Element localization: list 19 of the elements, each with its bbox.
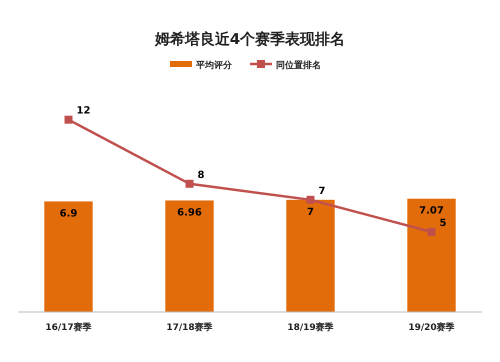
data-label: 6.96 <box>177 207 202 218</box>
x-tick-label: 16/17赛季 <box>45 322 93 333</box>
point <box>186 180 194 188</box>
data-label: 7.07 <box>419 206 444 217</box>
data-label: 7 <box>318 186 326 197</box>
legend-label: 同位置排名 <box>276 60 321 71</box>
x-tick-label: 18/19赛季 <box>287 322 335 333</box>
chart-title: 姆希塔良近4个赛季表现排名 <box>154 30 346 48</box>
point <box>306 196 314 204</box>
data-label: 7 <box>307 206 314 218</box>
x-tick-label: 19/20赛季 <box>408 322 456 333</box>
data-label: 12 <box>76 106 90 117</box>
data-label: 5 <box>440 218 446 229</box>
data-label: 6.9 <box>60 208 78 220</box>
x-tick-label: 17/18赛季 <box>166 322 214 333</box>
point <box>64 116 72 124</box>
point <box>428 228 436 236</box>
data-label: 8 <box>198 170 204 181</box>
legend-label: 平均评分 <box>195 60 233 71</box>
